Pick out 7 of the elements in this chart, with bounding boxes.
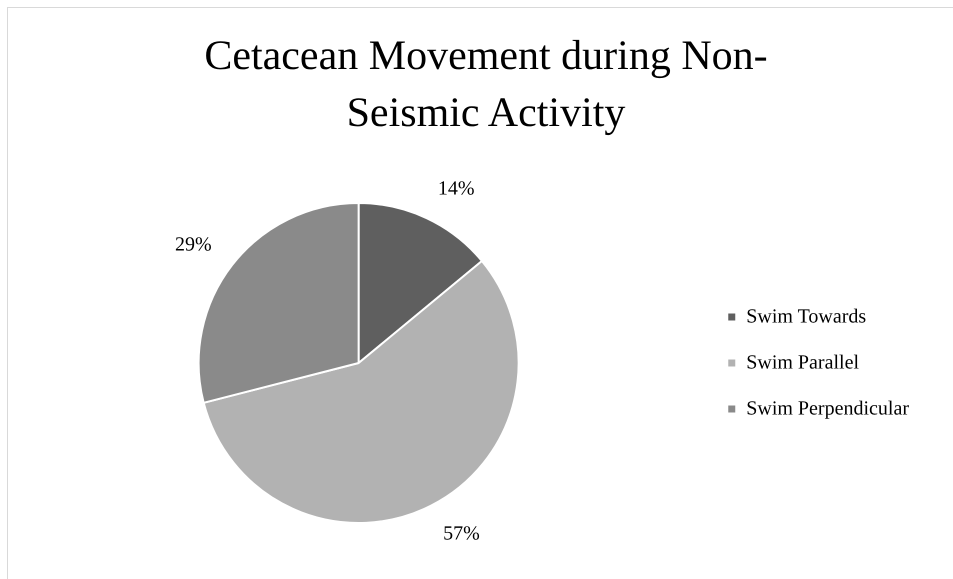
data-label: 14% (438, 178, 474, 200)
legend-label: Swim Parallel (746, 351, 860, 374)
data-label: 29% (174, 234, 212, 256)
chart-title: Cetacean Movement during Non-Seismic Activity (203, 32, 769, 138)
legend-label: Swim Perpendicular (746, 397, 910, 420)
legend-label: Swim Towards (746, 305, 866, 328)
data-label: 57% (443, 522, 480, 544)
